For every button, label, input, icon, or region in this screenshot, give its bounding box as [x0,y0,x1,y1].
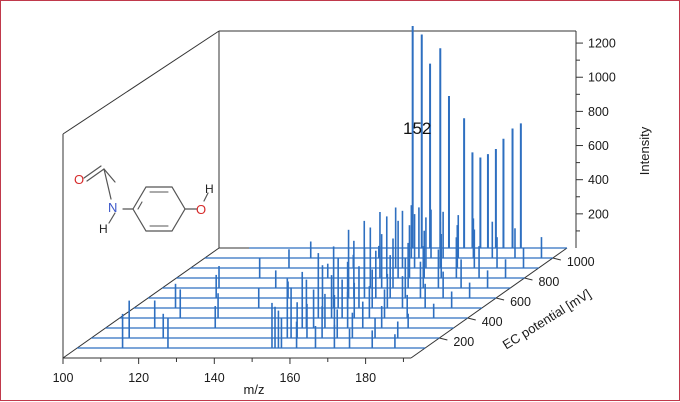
bond-ch3-c [103,168,116,183]
ec-tick-mark [524,277,533,281]
ec-tick-mark [495,297,505,301]
x-tick-label: 140 [204,371,225,385]
oh-hydrogen-label: H [205,182,214,196]
ec-tick-label: 1000 [567,255,595,269]
ec-potential-axis: 200 400 600 800 1000 [439,255,595,349]
x-tick-label: 100 [53,371,74,385]
intensity-tick-label: 200 [588,207,609,221]
ec-tick-mark [552,257,561,261]
ring-inner-double-3 [137,201,143,210]
ec-tick-label: 400 [482,315,503,329]
nh-hydrogen-label: H [99,222,108,236]
box-edge [410,247,568,359]
mz-axis: 100 120 140 160 180 [53,358,404,385]
ec-tick-label: 800 [538,275,559,289]
intensity-tick-label: 400 [588,173,609,187]
ec-tick-label: 600 [510,295,531,309]
x-tick-label: 120 [128,371,149,385]
ec-tick-label: 200 [453,335,474,349]
bond-c-o-double-1 [86,168,105,182]
bond-c-n [103,168,112,200]
x-tick-label: 160 [280,371,301,385]
left-wall-top-edge [62,30,220,135]
nitrogen-label: N [108,200,117,215]
box-edge [62,247,220,359]
intensity-tick-label: 600 [588,139,609,153]
intensity-tick-label: 1000 [588,71,616,85]
plot-box-lines [62,30,576,359]
hydroxyl-oxygen-label: O [196,202,206,217]
bond-c-o-double-2 [83,165,102,179]
intensity-axis: 200 400 600 800 1000 1200 [575,31,616,248]
front-spectra-stack [77,205,553,349]
ec-tick-mark [467,317,476,321]
ec-tick-mark [439,337,448,341]
peak-annotation-152: 152 [403,119,431,138]
mz-axis-label: m/z [244,382,265,397]
intensity-tick-label: 1200 [588,37,616,51]
carbonyl-oxygen-label: O [74,172,84,187]
bond-n-h [108,212,116,224]
x-tick-label: 180 [355,371,376,385]
intensity-axis-label: Intensity [637,126,652,175]
benzene-ring [132,186,186,232]
intensity-tick-label: 800 [588,105,609,119]
bond-o-h [203,192,209,202]
acetaminophen-structure: O N H O H [74,165,214,236]
